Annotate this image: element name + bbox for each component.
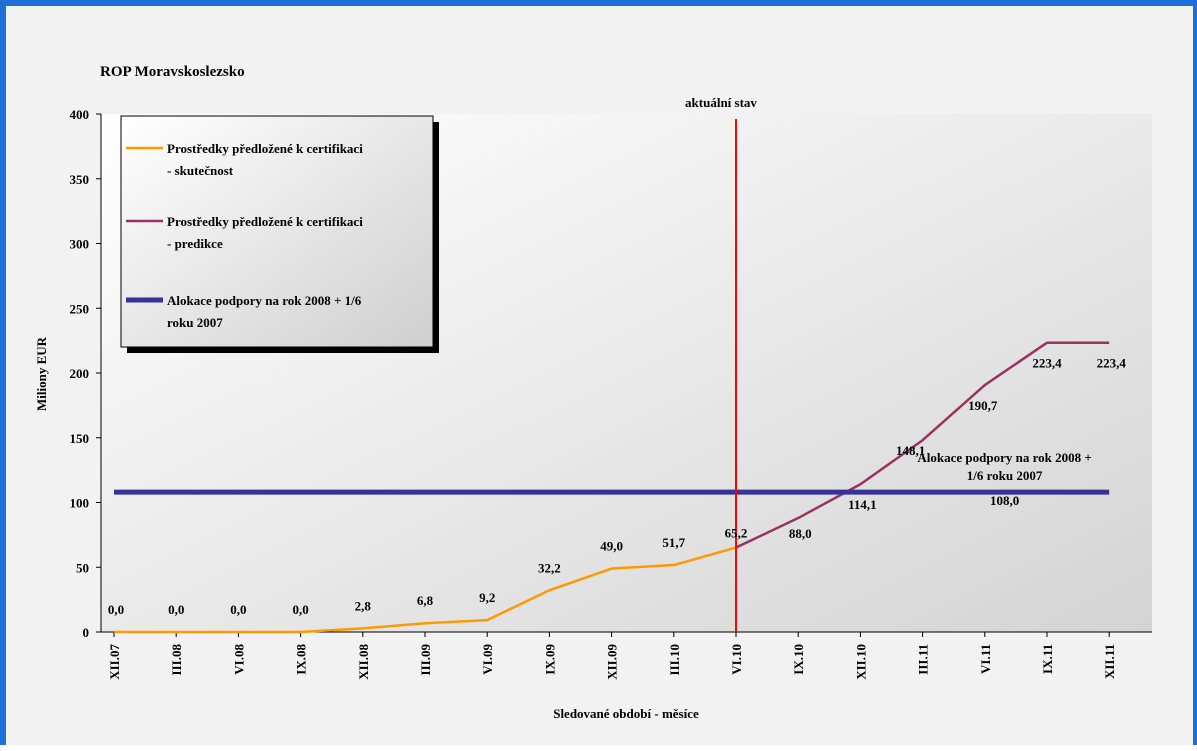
x-tick-label: VI.11 <box>978 644 993 674</box>
series-line <box>114 546 737 634</box>
x-tick-label: XII.10 <box>853 644 868 680</box>
legend-entry-label: Prostředky předložené k certifikaci <box>167 214 363 229</box>
chart-title: ROP Moravskoslezsko <box>100 64 245 80</box>
x-tick-label: III.11 <box>916 644 931 675</box>
data-label: 108,0 <box>990 493 1019 508</box>
legend-entry-label: Alokace podpory na rok 2008 + 1/6 <box>167 293 362 308</box>
chart-canvas: 0 50 100 150 200 250 300 350 400 XII.07 III.08 VI.0… <box>34 64 1152 721</box>
data-label: 0,0 <box>108 602 124 617</box>
y-tick-label: 100 <box>70 496 90 511</box>
data-label: 0,0 <box>292 602 308 617</box>
x-tick-label: XII.11 <box>1102 644 1117 679</box>
y-tick-label: 200 <box>70 366 90 381</box>
x-tick-label: XII.08 <box>356 644 371 680</box>
x-tick-label: IX.11 <box>1040 644 1055 674</box>
data-label: 9,2 <box>479 590 495 605</box>
data-label: 114,1 <box>848 497 877 512</box>
x-tick-label: XII.07 <box>107 644 122 680</box>
y-tick-label: 0 <box>83 625 90 640</box>
data-label: 32,2 <box>538 560 561 575</box>
data-label: 0,0 <box>230 602 246 617</box>
x-tick-label: III.10 <box>667 644 682 675</box>
x-tick-label: IX.10 <box>791 644 806 675</box>
data-label: 65,2 <box>725 526 748 541</box>
y-axis-label: Miliony EUR <box>34 336 49 411</box>
data-label: 148,1 <box>896 443 925 458</box>
data-label: 51,7 <box>662 535 685 550</box>
legend-entry-label: roku 2007 <box>167 315 223 330</box>
data-label-series-name: 1/6 roku 2007 <box>967 468 1043 483</box>
legend-entry-label: - skutečnost <box>167 163 234 178</box>
x-tick-label: IX.09 <box>542 644 557 675</box>
y-tick-label: 300 <box>70 237 90 252</box>
data-label: 2,8 <box>355 598 372 613</box>
y-tick-label: 400 <box>70 107 90 122</box>
data-label: 0,0 <box>168 602 184 617</box>
annotation-current-state: aktuální stav <box>685 95 757 110</box>
y-tick-label: 150 <box>70 431 90 446</box>
legend-entry-label: - predikce <box>167 236 223 251</box>
x-tick-label: VI.09 <box>480 644 495 675</box>
x-tick-label: VI.08 <box>231 644 246 675</box>
data-label: 88,0 <box>789 526 812 541</box>
y-tick-label: 50 <box>76 560 89 575</box>
data-label-series-name: Alokace podpory na rok 2008 + <box>917 450 1091 465</box>
data-label: 49,0 <box>600 539 623 554</box>
data-label: 190,7 <box>968 398 998 413</box>
x-tick-label: III.09 <box>418 644 433 676</box>
data-label: 6,8 <box>417 593 434 608</box>
x-axis-label: Sledované období - měsíce <box>553 706 699 721</box>
y-tick-label: 250 <box>70 301 90 316</box>
x-tick-label: IX.08 <box>294 644 309 675</box>
legend-box <box>120 115 434 348</box>
series-line <box>735 341 1110 549</box>
data-label: 223,4 <box>1032 356 1062 371</box>
x-tick-label: XII.09 <box>605 644 620 680</box>
y-tick-label: 350 <box>70 172 90 187</box>
x-tick-label: III.08 <box>169 644 184 676</box>
x-tick-label: VI.10 <box>729 644 744 675</box>
legend-entry-label: Prostředky předložené k certifikaci <box>167 141 363 156</box>
data-label: 223,4 <box>1097 356 1127 371</box>
